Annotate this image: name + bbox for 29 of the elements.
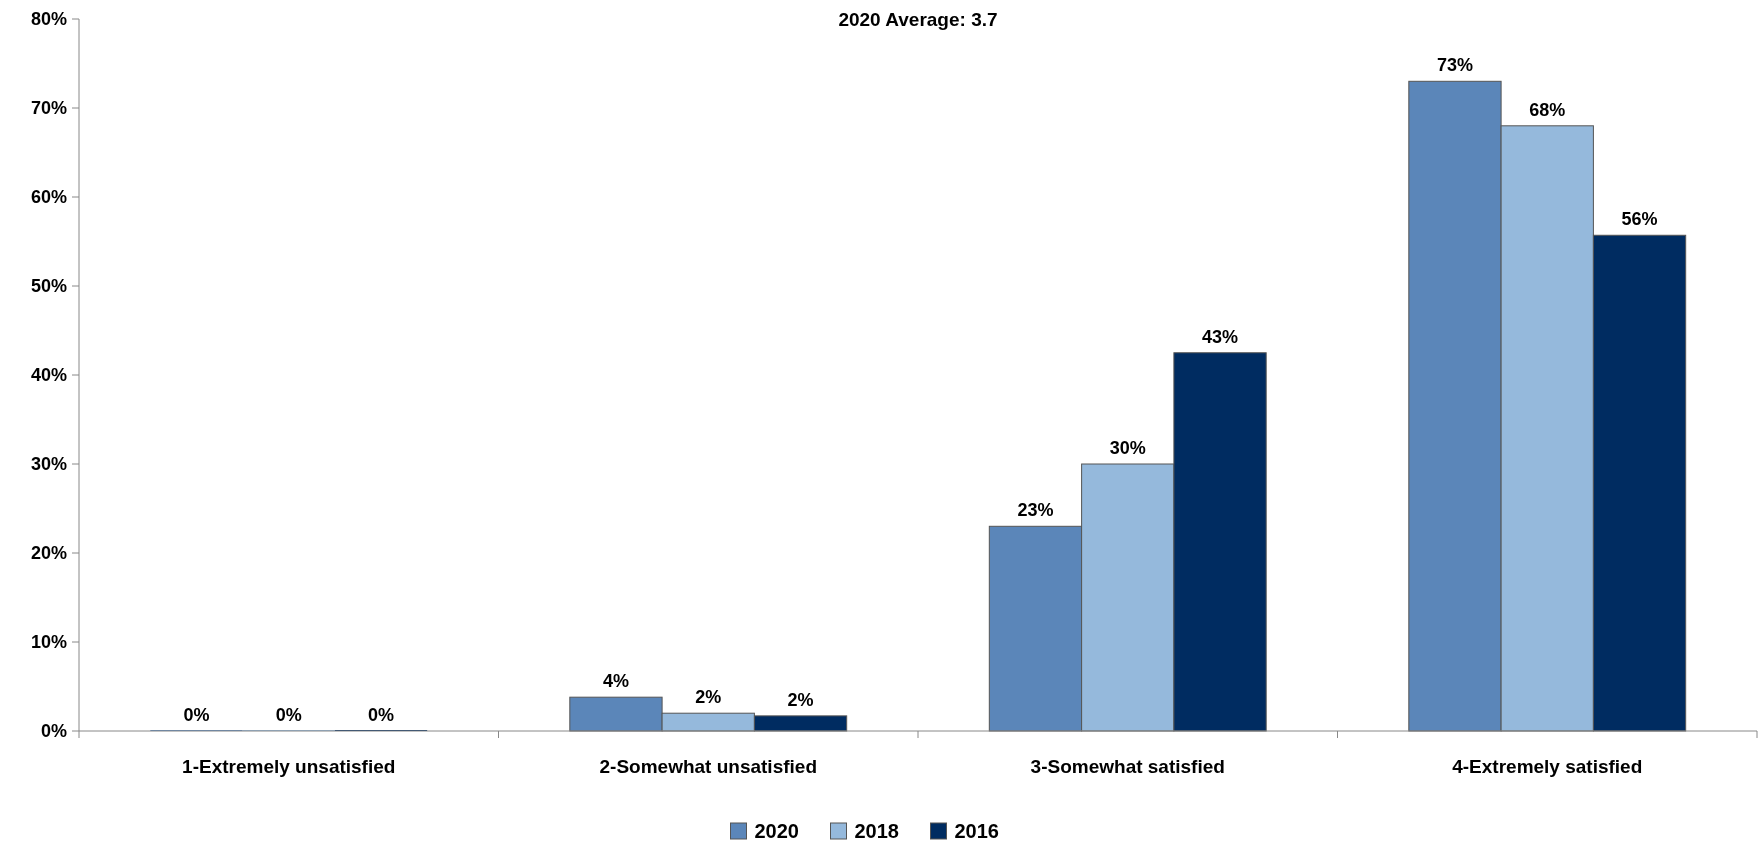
chart-title: 2020 Average: 3.7 <box>838 9 998 30</box>
data-label: 0% <box>183 705 210 725</box>
legend-label: 2016 <box>954 820 999 842</box>
x-tick-label: 1-Extremely unsatisfied <box>182 756 396 777</box>
legend-label: 2020 <box>754 820 799 842</box>
y-tick-label: 10% <box>30 632 67 653</box>
data-label: 0% <box>368 705 395 725</box>
y-tick-label: 20% <box>30 543 67 564</box>
y-tick-label: 0% <box>40 721 67 742</box>
x-tick-label: 3-Somewhat satisfied <box>1030 756 1225 777</box>
y-tick-label: 40% <box>30 365 67 386</box>
data-label: 43% <box>1202 326 1239 347</box>
data-label: 0% <box>275 705 302 725</box>
y-tick-label: 50% <box>30 276 67 297</box>
data-label: 56% <box>1621 209 1658 230</box>
x-tick-label: 2-Somewhat unsatisfied <box>599 756 817 777</box>
data-label: 30% <box>1109 438 1146 458</box>
data-label: 4% <box>602 671 629 692</box>
y-tick-label: 30% <box>30 454 67 475</box>
data-label: 2% <box>695 687 722 708</box>
y-tick-label: 80% <box>30 9 67 30</box>
y-tick-label: 60% <box>30 187 67 208</box>
legend-label: 2018 <box>854 820 899 842</box>
data-label: 2% <box>787 689 814 710</box>
data-label: 68% <box>1529 99 1566 120</box>
y-tick-label: 70% <box>30 98 67 119</box>
data-label: 73% <box>1436 55 1473 76</box>
data-label: 23% <box>1017 500 1054 521</box>
x-tick-label: 4-Extremely satisfied <box>1452 756 1643 777</box>
